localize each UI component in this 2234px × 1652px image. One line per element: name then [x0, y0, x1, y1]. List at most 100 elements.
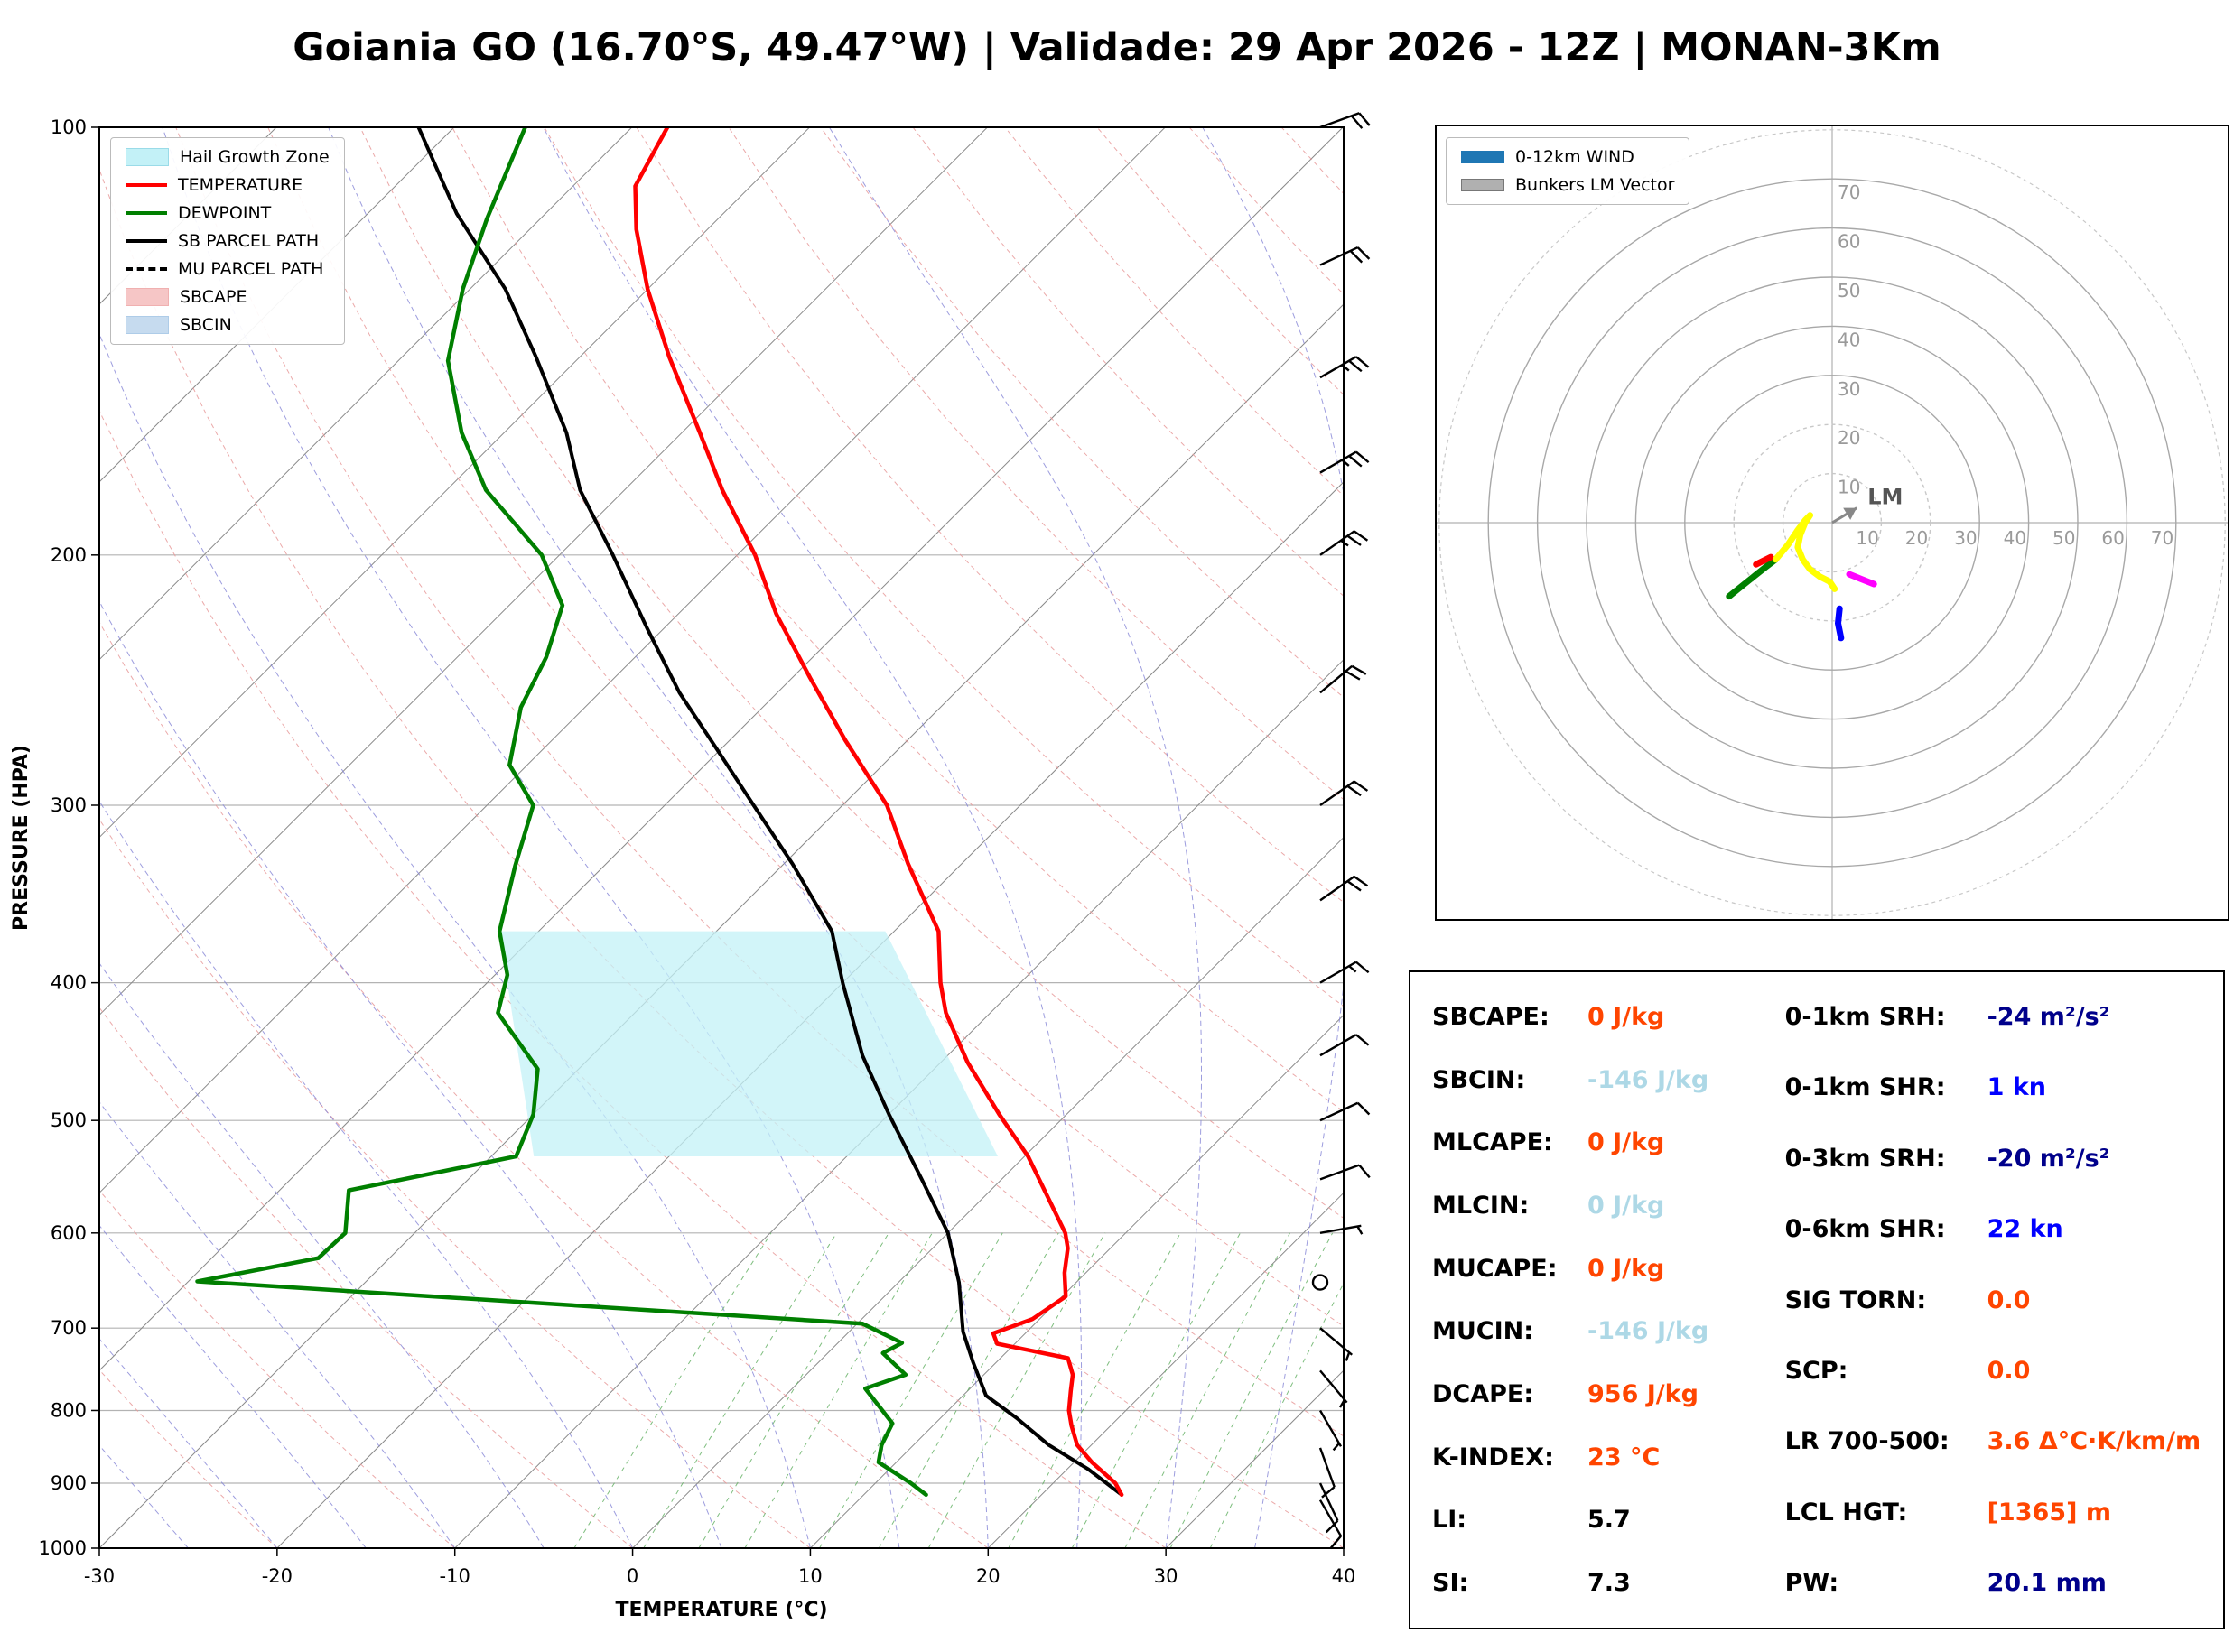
legend-item-label: SBCIN — [180, 315, 232, 335]
stat-value: 22 kn — [1987, 1215, 2063, 1244]
ring-label: 60 — [2101, 527, 2124, 549]
y-axis-title: PRESSURE (HPA) — [10, 745, 33, 931]
stat-label: PW: — [1784, 1569, 1839, 1597]
ring-label: 60 — [1838, 231, 1860, 253]
stat-value: 0 J/kg — [1587, 1191, 1665, 1220]
stat-row: MLCAPE: 0 J/kg — [1432, 1128, 1785, 1156]
stat-label: 0-3km SRH: — [1784, 1144, 1946, 1173]
indices-panel: SBCAPE: 0 J/kg SBCIN: -146 J/kg MLCAPE: 0 J/k… — [1409, 970, 2225, 1629]
stat-value: 0.0 — [1987, 1285, 2031, 1314]
legend-item: SBCIN — [126, 315, 330, 335]
legend-item: 0-12km WIND — [1461, 147, 1674, 167]
stat-value: -146 J/kg — [1587, 1065, 1709, 1094]
stat-label: MLCIN: — [1432, 1191, 1530, 1220]
temperature-curve — [633, 127, 1124, 1498]
legend-item: SBCAPE — [126, 287, 330, 307]
stat-label: SCP: — [1784, 1356, 1848, 1385]
stat-value: [1365] m — [1987, 1498, 2111, 1527]
ring-label: 20 — [1838, 427, 1860, 449]
lm-label: LM — [1867, 485, 1903, 510]
pressure-tick-label: 1000 — [39, 1537, 87, 1559]
ring-label: 70 — [2151, 527, 2173, 549]
stat-value: 0 J/kg — [1587, 1128, 1665, 1157]
ring-label: 30 — [1838, 378, 1860, 400]
legend-item: DEWPOINT — [126, 203, 330, 223]
temperature-tick-label: -10 — [440, 1565, 470, 1587]
ring-label: 20 — [1905, 527, 1928, 549]
legend-item-label: TEMPERATURE — [178, 175, 303, 195]
mu-parcel-path-curve — [417, 127, 1123, 1497]
stat-label: LCL HGT: — [1784, 1498, 1908, 1527]
pressure-tick-label: 600 — [51, 1222, 87, 1244]
legend-sample-swatch — [126, 316, 169, 334]
legend-sample-swatch — [1461, 179, 1504, 191]
stat-label: SBCIN: — [1432, 1065, 1526, 1094]
stat-label: LI: — [1432, 1506, 1467, 1535]
stat-label: LR 700-500: — [1784, 1427, 1950, 1456]
dewpoint-curve — [195, 127, 928, 1498]
legend-sample-swatch — [126, 148, 169, 166]
pressure-tick-label: 500 — [51, 1109, 87, 1131]
legend-item-label: SBCAPE — [180, 287, 247, 307]
legend-item-label: MU PARCEL PATH — [178, 259, 324, 279]
stat-row: SBCIN: -146 J/kg — [1432, 1066, 1785, 1094]
legend-sample-swatch — [126, 288, 169, 306]
x-axis-title: TEMPERATURE (°C) — [615, 1599, 827, 1621]
legend-item-label: DEWPOINT — [178, 203, 272, 223]
legend-item: TEMPERATURE — [126, 175, 330, 195]
temperature-tick-label: -30 — [84, 1565, 115, 1587]
temperature-tick-label: 0 — [627, 1565, 638, 1587]
stat-label: K-INDEX: — [1432, 1443, 1554, 1471]
stat-row: SIG TORN: 0.0 — [1785, 1286, 2216, 1314]
lm-arrowhead — [1843, 507, 1857, 520]
stat-row: MUCIN: -146 J/kg — [1432, 1317, 1785, 1345]
stat-label: 0-6km SHR: — [1784, 1215, 1946, 1244]
legend-item-label: 0-12km WIND — [1515, 147, 1634, 167]
ring-label: 30 — [1954, 527, 1977, 549]
hodograph-trace — [1726, 512, 1877, 642]
hodograph-border — [1435, 125, 2229, 921]
hodograph: 10 10 20 20 30 30 40 40 50 50 60 60 70 70 LM — [1435, 125, 2229, 921]
stat-row: DCAPE: 956 J/kg — [1432, 1380, 1785, 1408]
stat-value: 20.1 mm — [1987, 1569, 2107, 1597]
pressure-tick-label: 200 — [51, 544, 87, 566]
legend-item: Hail Growth Zone — [126, 147, 330, 167]
stat-label: MUCIN: — [1432, 1317, 1534, 1346]
stat-row: SBCAPE: 0 J/kg — [1432, 1003, 1785, 1031]
legend-item-label: SB PARCEL PATH — [178, 231, 320, 251]
stat-value: -24 m²/s² — [1987, 1003, 2110, 1031]
mixing-ratio-lines — [573, 1232, 1344, 1548]
stat-row: PW: 20.1 mm — [1785, 1569, 2216, 1597]
stat-row: LCL HGT: [1365] m — [1785, 1499, 2216, 1527]
ring-label: 70 — [1838, 181, 1860, 203]
legend-item: SB PARCEL PATH — [126, 231, 330, 251]
stat-value: 956 J/kg — [1587, 1379, 1699, 1408]
stat-row: LI: 5.7 — [1432, 1506, 1785, 1534]
hail-growth-zone-shade — [499, 931, 998, 1156]
indices-column-left: SBCAPE: 0 J/kg SBCIN: -146 J/kg MLCAPE: 0 J/k… — [1432, 1003, 1785, 1597]
stat-row: K-INDEX: 23 °C — [1432, 1443, 1785, 1471]
stat-label: MUCAPE: — [1432, 1254, 1558, 1283]
stat-row: MLCIN: 0 J/kg — [1432, 1192, 1785, 1220]
pressure-tick-label: 700 — [51, 1317, 87, 1339]
legend-sample-swatch — [126, 267, 167, 271]
stat-row: 0-3km SRH: -20 m²/s² — [1785, 1145, 2216, 1173]
stat-label: MLCAPE: — [1432, 1128, 1553, 1157]
wind-barbs — [1311, 112, 1371, 1550]
ring-label: 40 — [2004, 527, 2026, 549]
stat-value: -20 m²/s² — [1987, 1144, 2110, 1173]
legend-item-label: Bunkers LM Vector — [1515, 175, 1675, 195]
stat-value: 7.3 — [1587, 1568, 1631, 1597]
temperature-tick-label: 10 — [798, 1565, 823, 1587]
ring-label: 10 — [1838, 477, 1860, 498]
stat-row: MUCAPE: 0 J/kg — [1432, 1255, 1785, 1283]
stat-label: 0-1km SHR: — [1784, 1073, 1946, 1102]
stat-row: 0-1km SHR: 1 kn — [1785, 1073, 2216, 1101]
legend-sample-swatch — [126, 183, 167, 187]
legend-item-label: Hail Growth Zone — [180, 147, 330, 167]
temperature-tick-label: 40 — [1332, 1565, 1356, 1587]
axis-ticks — [91, 126, 1345, 1556]
pressure-tick-label: 900 — [51, 1472, 87, 1494]
